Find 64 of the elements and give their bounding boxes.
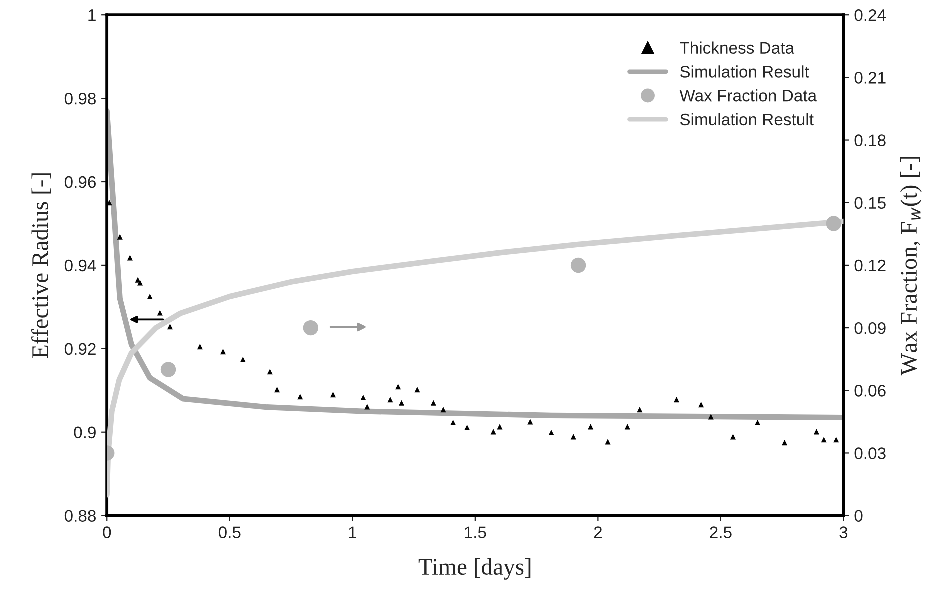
y-tick-label: 0.92 [64,343,96,356]
point [826,216,842,232]
legend-label: Thickness Data [680,42,795,54]
point [674,397,680,403]
y2-tick-label: 0.18 [854,134,886,146]
x-tick-label: 1.5 [465,526,486,538]
point [414,387,420,393]
point [147,294,153,300]
y2-tick-label: 0.15 [854,197,886,210]
x-tick-label: 2 [594,526,602,538]
point [570,258,586,274]
point [396,384,402,390]
point [637,407,643,413]
point [240,356,246,363]
point [157,310,163,316]
y2-tick-label: 0 [854,510,863,522]
y-tick-label: 0.9 [74,426,96,439]
point [698,402,704,408]
point [398,400,405,406]
legend-label: Wax Fraction Data [680,90,818,102]
y2-axis-title: Wax Fraction, F$_{w}$(t) [-] [900,157,922,376]
point [430,400,436,406]
y2-tick-label: 0.09 [854,322,886,334]
point [464,424,470,431]
point [303,320,319,336]
x-tick-label: 2.5 [710,526,732,538]
point [548,430,554,436]
x-tick-label: 1 [349,526,356,538]
y2-tick-label: 0.21 [854,72,886,84]
point [137,280,144,286]
point [167,324,174,330]
y-tick-label: 0.94 [64,260,96,272]
point [755,420,761,426]
point [730,434,736,440]
legend-label: Simulation Restult [680,113,814,126]
y2-tick-label: 0.03 [854,448,886,460]
point [330,392,336,398]
point [388,397,394,403]
point [440,407,446,413]
point [821,437,827,443]
point [274,387,280,393]
point [782,440,788,446]
point [497,424,503,430]
point [814,429,820,435]
x-tick-label: 0 [103,526,112,538]
y2-tick-label: 0.24 [854,10,886,22]
point [117,234,123,240]
point [197,344,203,350]
y-axis-title: Effective Radius [-] [32,174,52,358]
point [360,394,366,401]
legend-label: Simulation Result [680,66,810,78]
point [605,439,611,445]
point [220,349,226,355]
y2-tick-label: 0.12 [854,260,886,272]
y-tick-label: 0.96 [64,176,96,188]
x-tick-label: 0.5 [218,526,241,538]
x-tick-label: 3 [840,526,848,538]
y2-tick-label: 0.06 [854,385,886,397]
y-tick-label: 1 [88,10,96,22]
x-axis-title: Time [days] [418,558,531,580]
point [450,420,456,426]
point [160,362,176,378]
y-tick-label: 0.98 [64,92,96,105]
y-tick-label: 0.88 [64,510,96,522]
